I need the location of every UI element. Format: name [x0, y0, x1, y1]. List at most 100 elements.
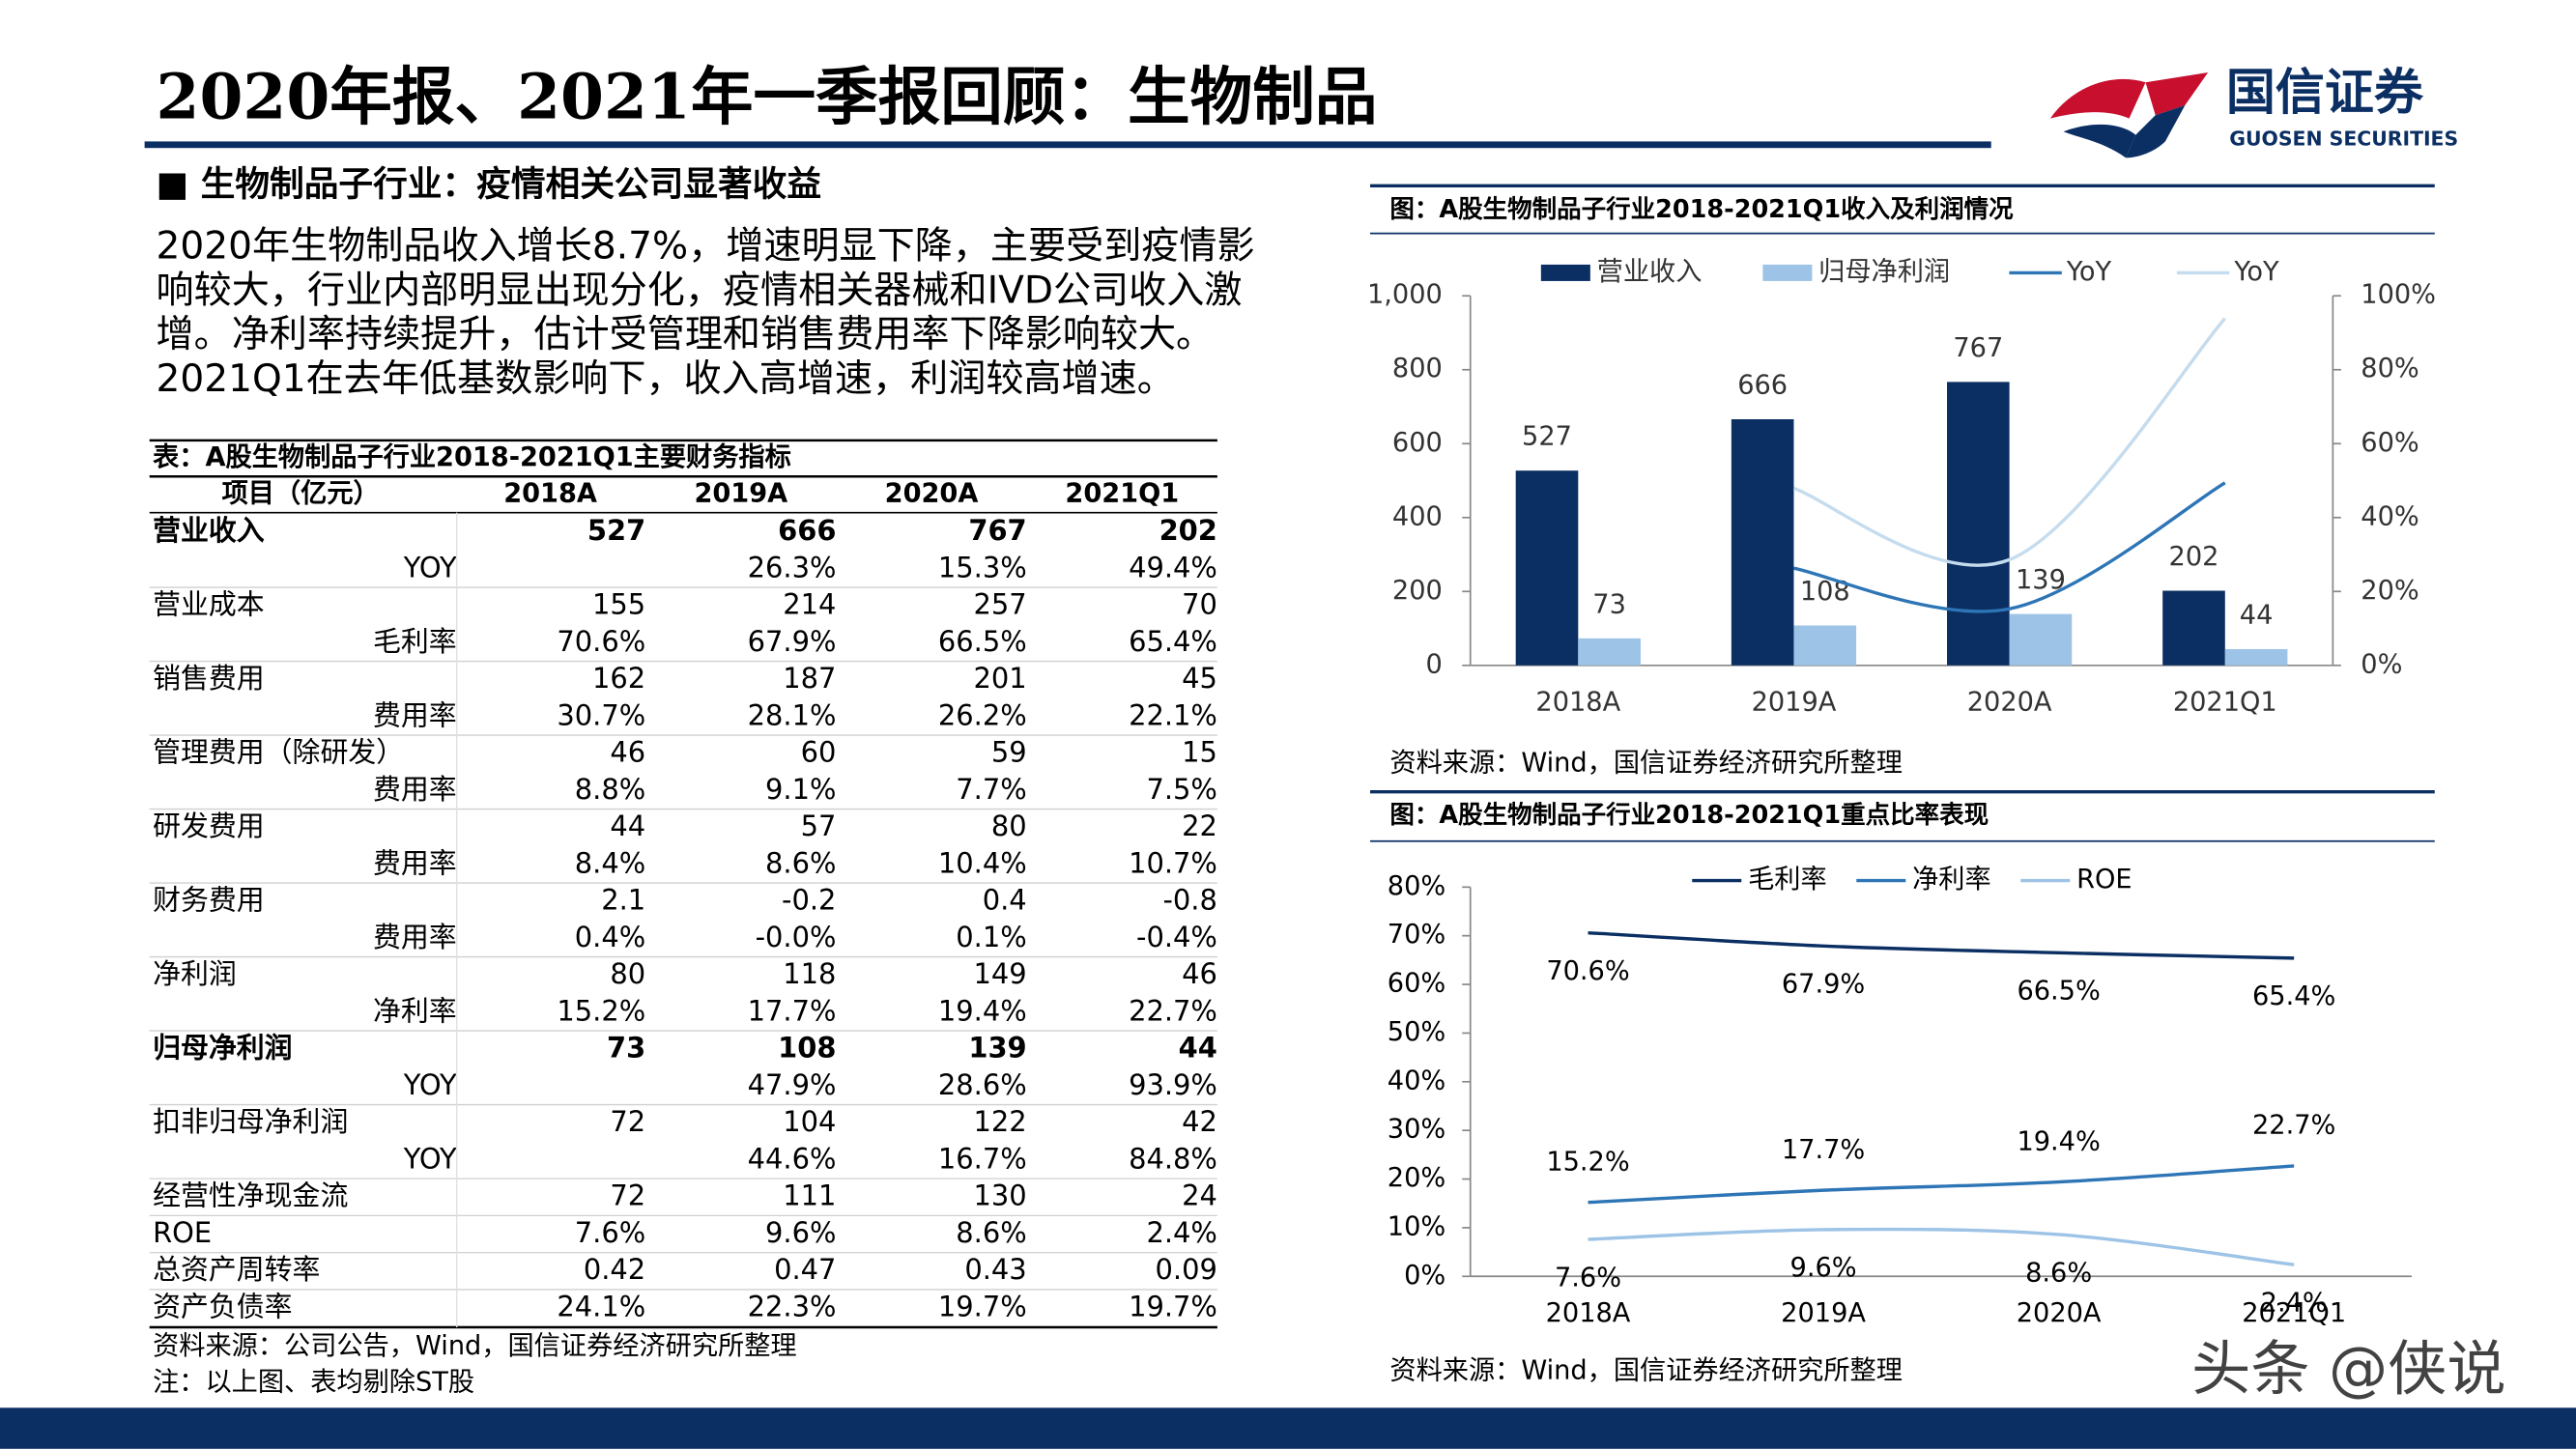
y2-tick-label: 80% — [2361, 354, 2419, 384]
line-series — [1588, 930, 2295, 960]
table-cell: 24.1% — [557, 1290, 645, 1322]
table-cell: 130 — [974, 1179, 1027, 1212]
paragraph-line: 响较大，行业内部明显出现分化，疫情相关器械和IVD公司收入激 — [157, 269, 1243, 312]
table-cell: 0.4% — [575, 921, 645, 953]
row-label: 营业收入 — [153, 514, 265, 547]
row-label: YOY — [403, 551, 457, 583]
table-cell: 15.2% — [557, 994, 645, 1027]
paragraph-line: 2020年生物制品收入增长8.7%，增速明显下降，主要受到疫情影 — [157, 224, 1255, 268]
bar — [2162, 590, 2225, 666]
table-note: 资料来源：公司公告，Wind，国信证券经济研究所整理 — [153, 1331, 796, 1361]
table-cell: 8.6% — [765, 846, 836, 879]
table-cell: 10.7% — [1129, 846, 1217, 879]
table-cell: 7.6% — [575, 1216, 645, 1249]
row-label: 财务费用 — [153, 884, 265, 917]
row-label: 费用率 — [373, 846, 457, 879]
line-series — [1793, 481, 2226, 613]
table-cell: 162 — [592, 662, 645, 695]
table-cell: 16.7% — [938, 1142, 1027, 1175]
x-tick-label: 2020A — [2017, 1298, 2102, 1328]
line-series — [1792, 317, 2227, 567]
row-label: 归母净利润 — [153, 1032, 292, 1065]
legend-label: 净利率 — [1912, 865, 1991, 895]
legend-label: 营业收入 — [1597, 257, 1703, 287]
table-cell: 257 — [974, 588, 1027, 621]
table-cell: 108 — [778, 1032, 836, 1065]
data-label: 73 — [1592, 589, 1626, 619]
table-cell: 28.6% — [938, 1068, 1027, 1101]
table-header: 项目（亿元） — [222, 478, 380, 508]
table-cell: -0.4% — [1136, 921, 1217, 953]
table-cell: 57 — [801, 810, 837, 842]
table-cell: 149 — [974, 957, 1027, 990]
table-cell: 49.4% — [1129, 551, 1217, 583]
legend-label: YoY — [2066, 257, 2112, 287]
paragraph-line: 2021Q1在去年低基数影响下，收入高增速，利润较高增速。 — [157, 357, 1175, 401]
table-cell: 93.9% — [1129, 1068, 1217, 1101]
table-header: 2019A — [694, 478, 787, 508]
table-cell: 8.8% — [575, 773, 645, 806]
table-cell: 72 — [610, 1105, 645, 1138]
table-cell: 0.47 — [774, 1253, 836, 1286]
table-header: 2021Q1 — [1065, 478, 1179, 508]
logo-subtext: GUOSEN SECURITIES — [2229, 128, 2458, 151]
table-cell: 8.4% — [575, 846, 645, 879]
table-cell: 22.3% — [748, 1290, 837, 1322]
y-tick-label: 60% — [1388, 969, 1445, 999]
y2-tick-label: 40% — [2361, 501, 2419, 531]
table-cell: 111 — [783, 1179, 836, 1212]
table-cell: 201 — [974, 662, 1027, 695]
table-cell: 15 — [1182, 736, 1217, 769]
data-label: 527 — [1522, 422, 1572, 452]
footer-bar — [0, 1407, 2576, 1449]
table-cell: 7.5% — [1146, 773, 1216, 806]
table-cell: 72 — [610, 1179, 645, 1212]
row-label: 费用率 — [373, 921, 457, 953]
table-cell: 59 — [991, 736, 1027, 769]
table-cell: 666 — [778, 514, 836, 547]
table-cell: -0.0% — [756, 921, 837, 953]
logo — [2049, 71, 2209, 158]
legend-swatch — [1762, 264, 1813, 281]
data-label: 2.4% — [2261, 1289, 2328, 1319]
table-cell: 46 — [610, 736, 645, 769]
table-cell: 0.42 — [584, 1253, 645, 1286]
legend-label: ROE — [2076, 865, 2132, 895]
table-cell: 22.7% — [1129, 994, 1217, 1027]
row-label: 资产负债率 — [153, 1290, 292, 1322]
table-cell: 84.8% — [1129, 1142, 1217, 1175]
line-series — [1588, 1227, 2295, 1266]
table-cell: 44 — [1179, 1032, 1217, 1065]
y-tick-label: 80% — [1388, 871, 1445, 901]
bar — [1578, 638, 1641, 666]
table-cell: 47.9% — [748, 1068, 837, 1101]
bar — [1515, 470, 1579, 666]
table-cell: 767 — [968, 514, 1026, 547]
row-label: YOY — [403, 1068, 457, 1101]
table-cell: 26.3% — [748, 551, 837, 583]
title-rule — [144, 141, 1991, 149]
table-cell: 122 — [974, 1105, 1027, 1138]
x-tick-label: 2019A — [1781, 1298, 1866, 1328]
table-cell: 17.7% — [748, 994, 837, 1027]
x-tick-label: 2019A — [1752, 687, 1837, 717]
y2-tick-label: 60% — [2361, 428, 2419, 458]
data-label: 19.4% — [2017, 1126, 2100, 1156]
row-label: 费用率 — [373, 773, 457, 806]
x-tick-label: 2018A — [1546, 1298, 1631, 1328]
table-cell: 527 — [587, 514, 645, 547]
chart-source: 资料来源：Wind，国信证券经济研究所整理 — [1389, 748, 1903, 778]
table-cell: 45 — [1182, 662, 1217, 695]
paragraph-line: 增。净利率持续提升，估计受管理和销售费用率下降影响较大。 — [157, 313, 1215, 356]
table-cell: 10.4% — [938, 846, 1027, 879]
chart-title: 图：A股生物制品子行业2018-2021Q1收入及利润情况 — [1389, 195, 2014, 224]
table-note: 注：以上图、表均剔除ST股 — [153, 1367, 474, 1397]
table-cell: 42 — [1182, 1105, 1217, 1138]
slide-title: 2020年报、2021年一季报回顾：生物制品 — [157, 61, 1378, 134]
table-cell: 19.7% — [938, 1290, 1027, 1322]
table-cell: 118 — [783, 957, 836, 990]
data-label: 70.6% — [1546, 956, 1629, 986]
row-label: 研发费用 — [153, 810, 265, 842]
table-cell: 66.5% — [938, 625, 1027, 658]
